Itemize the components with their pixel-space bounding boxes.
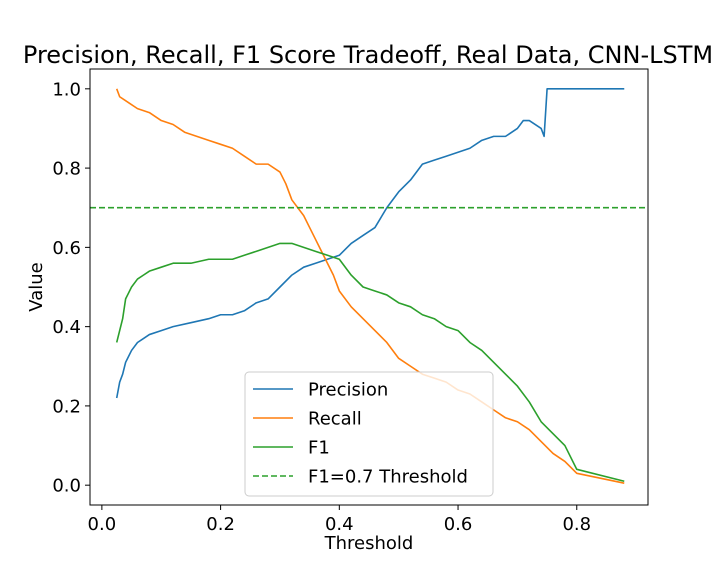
chart-title: Precision, Recall, F1 Score Tradeoff, Re… xyxy=(23,41,713,69)
x-tick-label: 0.4 xyxy=(325,514,354,535)
series-line-precision xyxy=(115,88,625,399)
y-tick-label: 0.6 xyxy=(52,238,81,259)
y-tick-label: 0.8 xyxy=(52,159,81,180)
legend-label: F1 xyxy=(308,438,330,459)
legend: Precision Recall F1 F1=0.7 Threshold xyxy=(244,371,494,497)
x-tick-label: 0.8 xyxy=(562,514,591,535)
y-tick-label: 1.0 xyxy=(52,79,81,100)
series-line-f1 xyxy=(115,242,625,482)
y-tick-label: 0.2 xyxy=(52,396,81,417)
y-axis-label: Value xyxy=(26,262,47,311)
x-axis-label: Threshold xyxy=(324,533,414,554)
series-line-recall xyxy=(115,88,625,484)
legend-label: Recall xyxy=(308,409,362,430)
legend-label: Precision xyxy=(308,380,388,401)
x-tick-label: 0.0 xyxy=(88,514,117,535)
x-axis: 0.0 0.2 0.4 0.6 0.8 xyxy=(88,505,591,535)
x-tick-label: 0.6 xyxy=(444,514,473,535)
y-axis: 0.0 0.2 0.4 0.6 0.8 1.0 xyxy=(52,79,90,497)
plot-area xyxy=(90,88,648,484)
y-tick-label: 0.4 xyxy=(52,317,81,338)
plot-frame xyxy=(89,68,649,506)
legend-label: F1=0.7 Threshold xyxy=(308,467,468,488)
y-tick-label: 0.0 xyxy=(52,476,81,497)
x-tick-label: 0.2 xyxy=(206,514,235,535)
legend-box xyxy=(244,371,494,497)
